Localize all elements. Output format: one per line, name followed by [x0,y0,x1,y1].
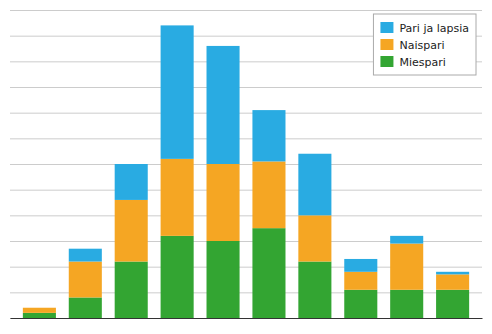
grid-line [10,318,482,319]
bar [161,25,194,158]
bar [23,308,56,313]
y-tick [10,190,482,191]
bar [161,159,194,236]
y-tick [10,215,482,216]
bar [390,290,423,318]
legend-items: Pari ja lapsia Naispari Miespari [380,22,469,69]
grid-line [10,164,482,165]
bar [390,244,423,290]
legend-item: Miespari [380,56,445,69]
legend-item: Naispari [380,39,444,52]
legend-label: Pari ja lapsia [399,22,469,35]
legend: Pari ja lapsia Naispari Miespari [373,14,476,75]
bar [23,307,56,308]
y-axis [10,11,482,319]
x-axis [11,318,483,319]
bar [344,259,377,272]
y-tick [10,318,482,319]
chart: Pari ja lapsia Naispari Miespari [0,0,492,334]
bar [298,154,331,216]
grid-line [10,138,482,139]
bar-series [23,159,469,313]
grid-line [10,10,482,11]
bar [436,290,469,318]
bar [390,236,423,244]
bar [69,249,102,262]
plot [10,11,483,319]
legend-label: Miespari [399,56,445,69]
bar [115,164,148,200]
bar [252,228,285,318]
bar [252,161,285,228]
bar-series [69,25,469,274]
bar [344,290,377,318]
bar [207,46,240,164]
legend-label: Naispari [399,39,444,52]
bar [344,272,377,290]
bar [436,274,469,289]
bar [69,297,102,318]
y-tick [10,138,482,139]
grid-line [10,215,482,216]
legend-swatch [380,22,393,33]
grid-line [10,87,482,88]
legend-swatch [380,39,393,50]
bar [115,262,148,318]
y-tick [10,164,482,165]
bar [69,262,102,298]
y-tick [10,113,482,114]
x-axis-line [11,318,483,319]
grid-line [10,113,482,114]
y-tick [10,10,482,11]
bar [207,164,240,241]
bar-series [23,228,469,318]
bar [161,236,194,318]
bar [436,272,469,275]
bar [298,215,331,261]
bar [252,110,285,161]
bar [298,262,331,318]
bar [115,200,148,262]
legend-box [373,14,476,75]
legend-swatch [380,56,393,67]
bar [23,313,56,318]
legend-item: Pari ja lapsia [380,22,469,35]
grid-line [10,190,482,191]
bar [207,241,240,318]
y-tick [10,87,482,88]
